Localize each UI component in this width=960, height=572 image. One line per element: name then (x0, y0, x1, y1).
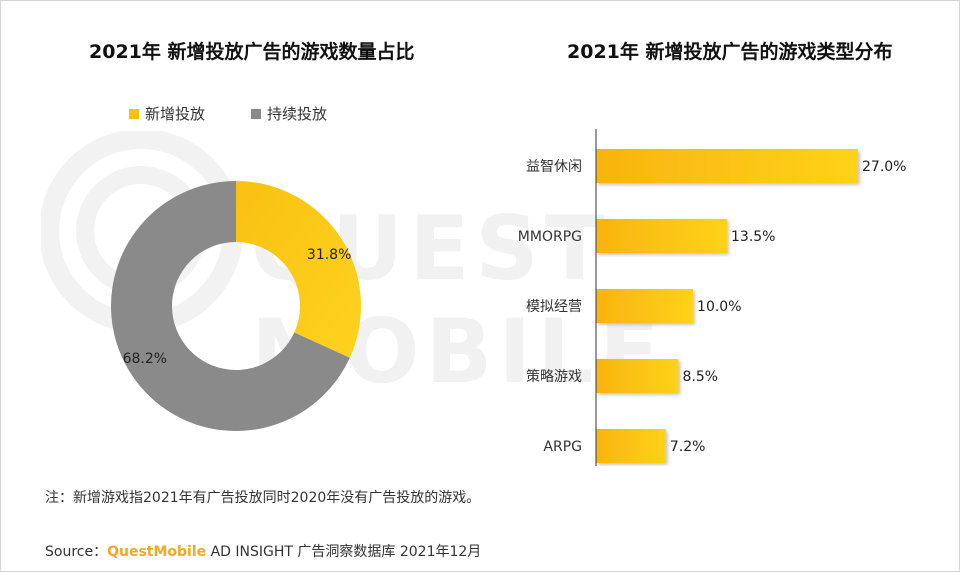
footnote: 注：新增游戏指2021年有广告投放同时2020年没有广告投放的游戏。 (45, 490, 481, 506)
bar-value-label: 8.5% (682, 369, 718, 385)
source-line: Source：QuestMobile AD INSIGHT 广告洞察数据库 20… (45, 541, 481, 561)
donut-slice-continued (111, 181, 350, 431)
donut-chart: 31.8% 68.2% (111, 181, 361, 431)
source-prefix: Source： (45, 544, 108, 560)
legend-label-new: 新增投放 (145, 105, 206, 123)
bar-value-label: 10.0% (697, 299, 741, 315)
bar (596, 359, 679, 393)
bar (596, 289, 694, 323)
legend-label-continued: 持续投放 (267, 105, 328, 123)
legend-item-new: 新增投放 (129, 103, 205, 124)
bar-value-label: 27.0% (862, 159, 906, 175)
legend-swatch-new (129, 108, 139, 119)
bar-category-label: 益智休闲 (526, 159, 582, 175)
legend-swatch-continued (251, 108, 262, 119)
bar-chart: 益智休闲 27.0% MMORPG 13.5% 模拟经营 10.0% 策略游戏 8.5% ARP… (518, 129, 906, 466)
bar-category-label: 策略游戏 (526, 368, 582, 385)
source-brand: QuestMobile (107, 544, 207, 560)
donut-value-label: 31.8% (307, 247, 351, 263)
bar-category-label: MMORPG (518, 229, 582, 245)
bar-value-label: 13.5% (731, 229, 775, 245)
donut-chart-title: 2021年 新增投放广告的游戏数量占比 (89, 41, 415, 63)
legend-item-continued: 持续投放 (251, 103, 327, 124)
source-rest: AD INSIGHT 广告洞察数据库 2021年12月 (206, 544, 482, 560)
bar (596, 429, 666, 463)
bar-category-label: ARPG (543, 439, 582, 455)
bar-chart-title: 2021年 新增投放广告的游戏类型分布 (567, 41, 893, 63)
donut-legend: 新增投放 持续投放 (129, 103, 327, 124)
bar (596, 219, 727, 253)
donut-slice-new (236, 181, 361, 358)
donut-value-label: 68.2% (123, 351, 167, 367)
bar-category-label: 模拟经营 (526, 299, 582, 315)
bar (596, 149, 858, 183)
bar-value-label: 7.2% (670, 439, 706, 455)
